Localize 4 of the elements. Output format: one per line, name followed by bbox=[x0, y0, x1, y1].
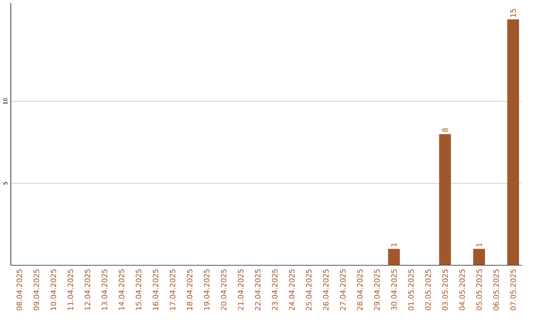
bar bbox=[473, 248, 485, 266]
bar bbox=[439, 134, 451, 266]
bar bbox=[507, 19, 520, 266]
bar bbox=[388, 248, 400, 266]
